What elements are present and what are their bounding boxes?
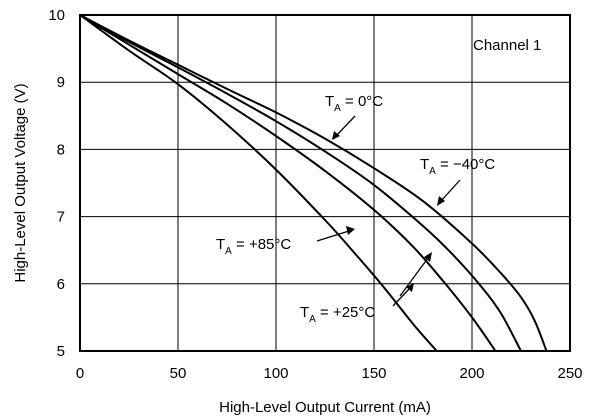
series-line-1 [79, 14, 522, 352]
x-tick-label: 150 [361, 365, 386, 382]
annotation-minus40c-arrow-icon [437, 196, 445, 206]
x-tick-label: 250 [557, 365, 582, 382]
annotation-plus25c-arrow-2-icon [424, 252, 432, 262]
y-tick-label: 7 [57, 209, 65, 226]
y-tick-label: 9 [57, 74, 65, 91]
annotation-0c-arrow-icon [332, 131, 340, 140]
annotation-minus40c: TA = −40°C [420, 156, 495, 177]
y-axis-label: High-Level Output Voltage (V) [12, 83, 29, 282]
annotations: TA = 0°C TA = −40°C TA = +85°C TA = +25°… [216, 93, 495, 325]
annotation-0c: TA = 0°C [325, 93, 383, 114]
y-tick-label: 8 [57, 141, 65, 158]
series-line-0 [79, 14, 548, 352]
x-tick-label: 200 [459, 365, 484, 382]
x-tick-label: 0 [76, 365, 84, 382]
curves [79, 14, 548, 352]
plot-frame [79, 14, 571, 352]
annotation-plus25c: TA = +25°C [300, 304, 375, 325]
series-line-2 [79, 14, 497, 352]
annotation-plus85c: TA = +85°C [216, 236, 291, 257]
annotation-0c-leader [335, 115, 356, 137]
x-tick-label: 50 [170, 365, 187, 382]
annotation-plus85c-leader [316, 230, 350, 242]
series-line-3 [79, 14, 438, 352]
grid [80, 15, 570, 351]
annotation-plus25c-leader-1 [392, 287, 411, 307]
x-axis-label: High-Level Output Current (mA) [219, 399, 431, 416]
channel-label: Channel 1 [473, 37, 541, 54]
y-tick-label: 10 [48, 7, 65, 24]
y-tick-label: 6 [57, 276, 65, 293]
y-tick-label: 5 [57, 343, 65, 360]
annotation-plus85c-arrow-icon [346, 226, 355, 235]
tick-labels: 0 50 100 150 200 250 5 6 7 8 9 10 [48, 7, 582, 382]
annotation-minus40c-leader [440, 179, 461, 202]
annotation-plus25c-arrow-1-icon [406, 283, 414, 292]
x-tick-label: 100 [263, 365, 288, 382]
annotation-plus25c-leader-2 [399, 257, 429, 297]
